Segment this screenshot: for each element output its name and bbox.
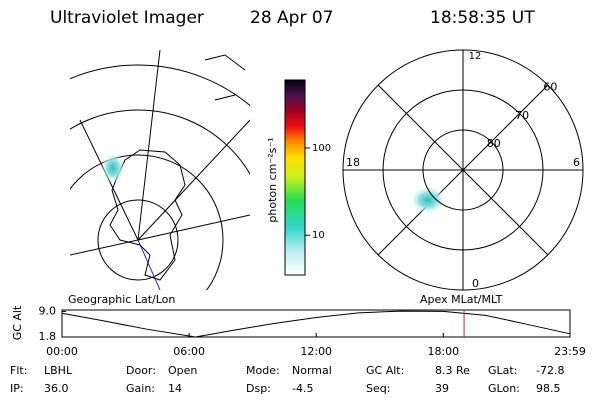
lat-ring-label: 60 <box>543 81 557 94</box>
info-key: Dsp: <box>246 382 271 395</box>
info-key: GC Alt: <box>366 364 404 377</box>
info-value: 36.0 <box>44 382 69 395</box>
info-key: Mode: <box>246 364 280 377</box>
alt-frame <box>61 309 571 338</box>
info-key: IP: <box>10 382 24 395</box>
instrument: Ultraviolet Imager <box>50 8 204 28</box>
date: 28 Apr 07 <box>250 8 333 28</box>
info-value: -72.8 <box>536 364 564 377</box>
colorbar-tick-label: 100 <box>312 143 331 154</box>
info-key: Door: <box>126 364 156 377</box>
info-value: 39 <box>435 382 449 395</box>
alt-y-label: GC Alt <box>11 305 24 340</box>
lat-ring-label: 70 <box>515 109 529 122</box>
lat-ring <box>382 89 544 251</box>
lat-ring <box>422 129 504 211</box>
x-tick-label: 00:00 <box>46 345 78 358</box>
info-value: Open <box>168 364 197 377</box>
colorbar-tick-label: 10 <box>312 230 325 241</box>
x-tick-label: 06:00 <box>173 345 205 358</box>
info-value: 8.3 Re <box>435 364 470 377</box>
info-value: LBHL <box>44 364 73 377</box>
info-value: -4.5 <box>292 382 313 395</box>
y-tick-label: 1.8 <box>39 330 57 343</box>
geo-label: Geographic Lat/Lon <box>68 293 175 306</box>
info-key: GLon: <box>488 382 520 395</box>
time: 18:58:35 UT <box>430 8 535 28</box>
y-tick-label: 9.0 <box>39 304 57 317</box>
colorbar <box>284 79 306 276</box>
polar-label: Apex MLat/MLT <box>420 293 503 306</box>
mlt-label: 6 <box>573 156 580 169</box>
info-value: 98.5 <box>536 382 561 395</box>
info-value: Normal <box>292 364 332 377</box>
mlt-label: 18 <box>346 156 360 169</box>
lat-ring-label: 80 <box>487 137 501 150</box>
x-tick-label: 23:59 <box>554 345 586 358</box>
mlt-label: 0 <box>472 277 479 290</box>
info-key: Seq: <box>366 382 390 395</box>
x-tick-label: 18:00 <box>427 345 459 358</box>
info-key: Gain: <box>126 382 155 395</box>
info-value: 14 <box>168 382 182 395</box>
info-key: Flt: <box>10 364 27 377</box>
colorbar-label: photon cm⁻²s⁻¹ <box>266 137 279 222</box>
altitude-line <box>61 310 571 338</box>
mlt-label: 12 <box>469 51 482 62</box>
geo-map <box>70 49 250 290</box>
lat-ring <box>342 49 584 291</box>
info-key: GLat: <box>488 364 517 377</box>
x-tick-label: 12:00 <box>300 345 332 358</box>
